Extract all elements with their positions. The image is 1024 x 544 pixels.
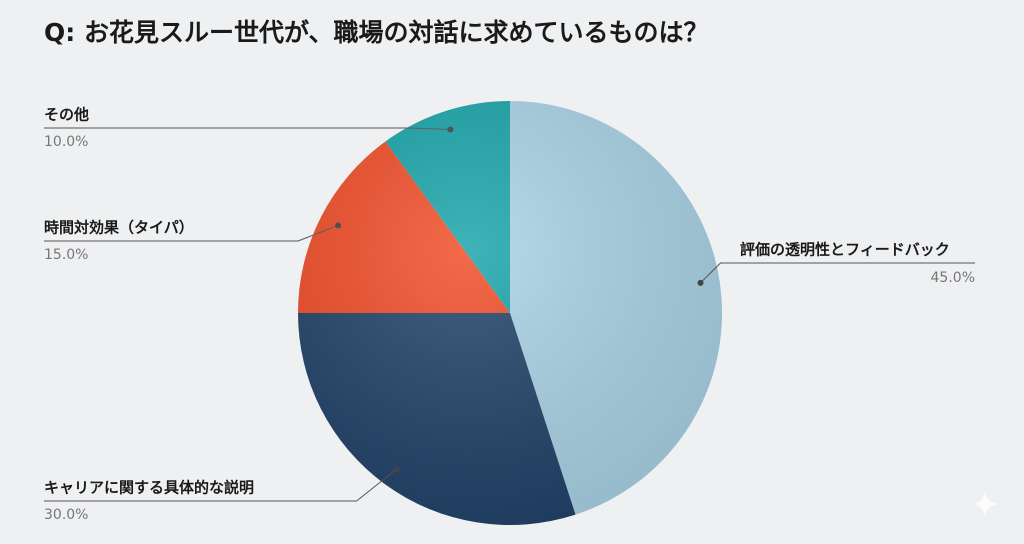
slice-value-label: 30.0% [44, 507, 88, 523]
leader-dot [697, 279, 704, 286]
slice-label: 時間対効果（タイパ） [44, 219, 194, 237]
leader-dot [447, 126, 454, 133]
slice-value-label: 45.0% [931, 270, 975, 286]
slice-value-label: 15.0% [44, 247, 88, 263]
slice-label: キャリアに関する具体的な説明 [44, 479, 254, 497]
leader-line [44, 127, 451, 131]
leader-dot [335, 222, 342, 229]
chart-title: Q: お花見スルー世代が、職場の対話に求めているものは？ [44, 18, 708, 47]
leader-dot [393, 466, 400, 473]
sparkle-icon [973, 492, 997, 516]
slice-value-label: 10.0% [44, 134, 88, 150]
slice-label: その他 [44, 106, 89, 124]
slice-label: 評価の透明性とフィードバック [740, 241, 950, 259]
